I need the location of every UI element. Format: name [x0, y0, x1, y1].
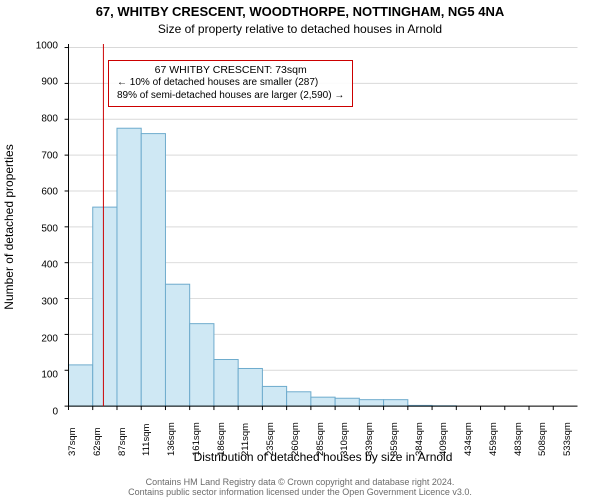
- chart-title: 67, WHITBY CRESCENT, WOODTHORPE, NOTTING…: [0, 4, 600, 19]
- chart-subtitle: Size of property relative to detached ho…: [0, 22, 600, 36]
- y-tick-label: 700: [8, 150, 58, 161]
- info-line-2: ← 10% of detached houses are smaller (28…: [117, 77, 344, 90]
- histogram-bar: [141, 134, 165, 407]
- histogram-bar: [311, 397, 335, 406]
- y-tick-label: 600: [8, 187, 58, 198]
- y-tick-label: 100: [8, 370, 58, 381]
- y-tick-label: 1000: [8, 40, 58, 51]
- footnote: Contains HM Land Registry data © Crown c…: [0, 478, 600, 498]
- histogram-bar: [384, 400, 408, 406]
- histogram-bar: [262, 386, 286, 406]
- y-tick-label: 900: [8, 77, 58, 88]
- y-tick-label: 500: [8, 223, 58, 234]
- chart-root: 67, WHITBY CRESCENT, WOODTHORPE, NOTTING…: [0, 0, 600, 500]
- info-line-1: 67 WHITBY CRESCENT: 73sqm: [117, 64, 344, 77]
- histogram-bar: [190, 324, 214, 406]
- y-tick-label: 400: [8, 260, 58, 271]
- info-line-3: 89% of semi-detached houses are larger (…: [117, 90, 344, 103]
- histogram-bar: [287, 392, 311, 406]
- marker-info-box: 67 WHITBY CRESCENT: 73sqm ← 10% of detac…: [108, 60, 353, 107]
- histogram-bar: [214, 360, 238, 407]
- histogram-bar: [335, 398, 359, 406]
- y-tick-label: 800: [8, 113, 58, 124]
- y-tick-label: 200: [8, 333, 58, 344]
- footnote-line-2: Contains public sector information licen…: [128, 487, 472, 497]
- histogram-bar: [359, 400, 383, 406]
- histogram-bar: [69, 365, 93, 406]
- histogram-bar: [238, 368, 262, 406]
- histogram-bar: [117, 128, 141, 406]
- histogram-bar: [165, 284, 189, 406]
- y-tick-label: 300: [8, 297, 58, 308]
- histogram-bar: [93, 207, 117, 406]
- y-tick-label: 0: [8, 407, 58, 418]
- footnote-line-1: Contains HM Land Registry data © Crown c…: [146, 477, 455, 487]
- x-axis-label: Distribution of detached houses by size …: [63, 450, 583, 464]
